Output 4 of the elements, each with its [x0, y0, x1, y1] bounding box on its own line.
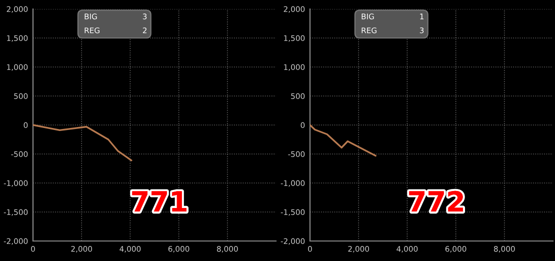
- line-series: [33, 124, 132, 162]
- line-series: [310, 124, 376, 157]
- annotation: 771: [132, 191, 186, 212]
- annotation: 772: [409, 190, 463, 212]
